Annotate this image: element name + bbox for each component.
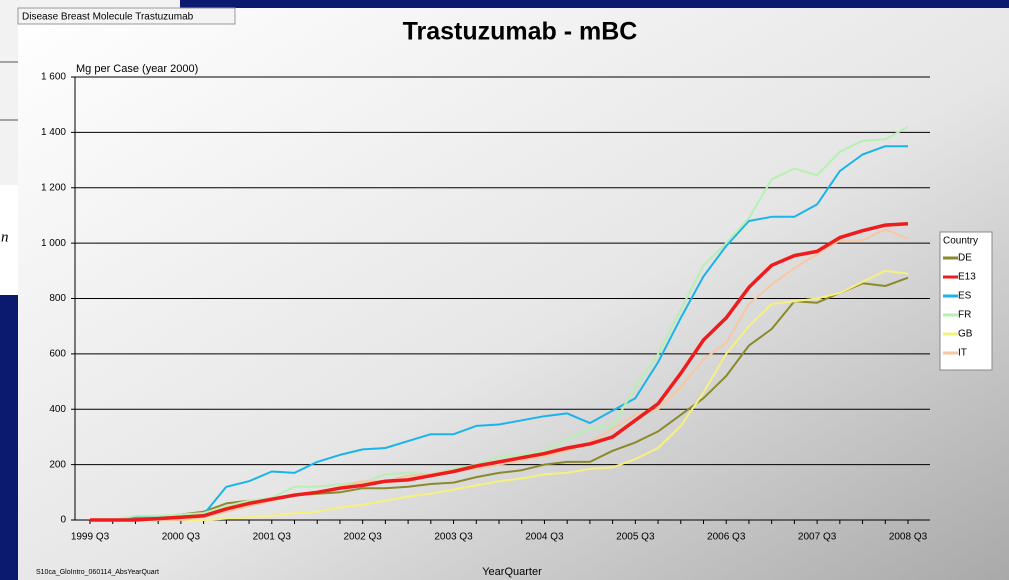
y-axis-title: Mg per Case (year 2000) [76,63,198,75]
legend-label: FR [958,310,971,321]
plot: 0 200 400 600 800 1 000 1 200 1 400 1 600 1999 Q3… [41,72,993,543]
y-tick-label: 0 [60,515,66,526]
x-tick-label: 2007 Q3 [798,532,837,543]
y-tick-label: 600 [49,349,66,360]
chart-panel [18,8,1009,580]
y-tick-label: 800 [49,293,66,304]
x-tick-label: 1999 Q3 [71,532,110,543]
x-tick-label: 2006 Q3 [707,532,746,543]
x-axis-title: YearQuarter [482,566,542,578]
legend-label: GB [958,329,973,340]
legend-box [939,231,993,371]
breadcrumb: Disease Breast Molecule Trastuzumab [22,12,194,23]
source-note: S10ca_GloIntro_060114_AbsYearQuart [36,569,159,576]
y-tick-label: 1 200 [41,182,66,193]
legend-label: E13 [958,272,976,283]
breadcrumb-box [17,7,236,25]
series-line [90,125,909,521]
legend-label: ES [958,291,972,302]
legend-label: IT [958,348,967,359]
legend-label: DE [958,253,972,264]
y-tick-label: 1 000 [41,238,66,249]
series-line [90,221,909,522]
series-line [90,269,909,521]
y-tick-label: 200 [49,459,66,470]
x-tick-label: 2001 Q3 [253,532,292,543]
series-line [90,276,909,521]
x-tick-label: 2008 Q3 [889,532,928,543]
y-tick-label: 400 [49,404,66,415]
y-tick-label: 1 400 [41,127,66,138]
legend-title: Country [943,236,978,247]
x-tick-label: 2005 Q3 [616,532,655,543]
y-tick-label: 1 600 [41,72,66,83]
x-tick-label: 2003 Q3 [434,532,473,543]
x-tick-label: 2004 Q3 [525,532,564,543]
x-tick-label: 2002 Q3 [343,532,382,543]
series-line [90,145,908,521]
chart-title: Trastuzumab - mBC [403,18,638,46]
fragment-text: n [1,229,9,245]
series-line [90,228,909,521]
x-tick-label: 2000 Q3 [162,532,201,543]
